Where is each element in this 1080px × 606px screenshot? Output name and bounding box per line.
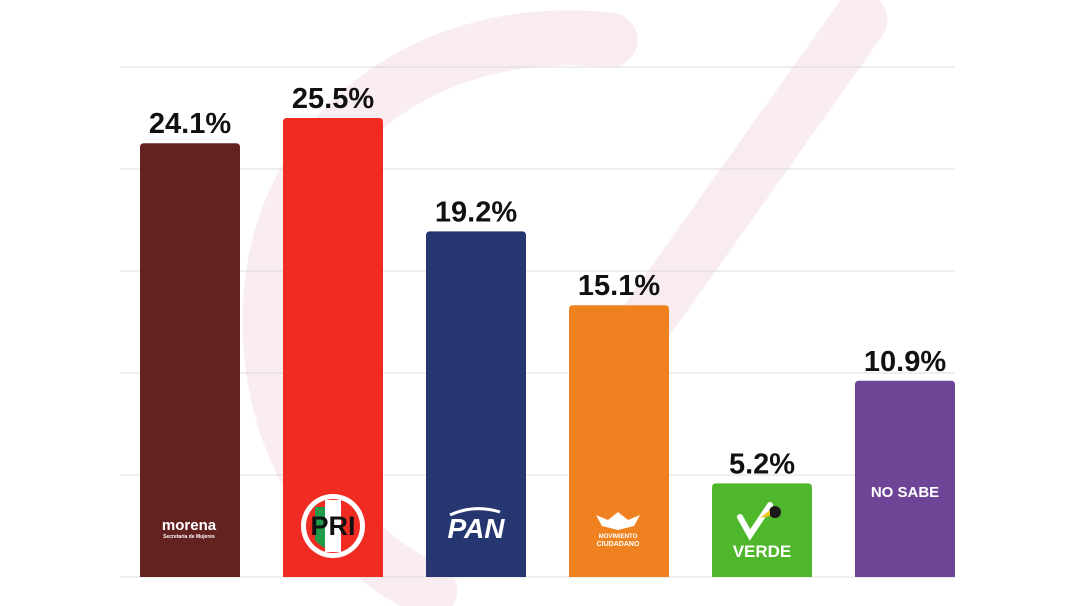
value-label-pri: 25.5% <box>292 83 374 115</box>
verde-logo: VERDE <box>733 502 792 561</box>
value-label-no-sabe: 10.9% <box>864 346 946 378</box>
pri-logo: PRI <box>301 494 365 558</box>
bar-no-sabe <box>855 380 955 577</box>
value-labels: 24.1% 25.5% 19.2% 15.1% 5.2% 10.9% <box>149 83 946 480</box>
pan-logo-text: PAN <box>447 513 505 544</box>
bar-verde <box>712 483 812 577</box>
no-sabe-text: NO SABE <box>871 484 939 501</box>
value-label-morena: 24.1% <box>149 108 231 140</box>
bars <box>140 118 955 577</box>
pan-logo: PAN <box>447 507 505 544</box>
morena-logo-text: morena <box>162 517 217 534</box>
no-sabe-label: NO SABE <box>871 484 939 501</box>
value-label-verde: 5.2% <box>729 448 795 480</box>
mc-logo-line2: CIUDADANO <box>597 541 640 548</box>
checkmark-icon <box>737 502 773 541</box>
bar-morena <box>140 143 240 577</box>
eagle-icon <box>596 512 640 530</box>
pri-logo-text: PRI <box>310 511 355 541</box>
toucan-icon <box>769 506 781 518</box>
morena-logo-subtitle: Secretaría de Mujeres <box>163 534 215 540</box>
bar-pan <box>426 231 526 577</box>
movimiento-ciudadano-logo: MOVIMIENTO CIUDADANO <box>596 512 640 548</box>
value-label-pan: 19.2% <box>435 196 517 228</box>
value-label-movimiento-ciudadano: 15.1% <box>578 270 660 302</box>
gridlines <box>120 66 955 578</box>
verde-logo-text: VERDE <box>733 542 792 561</box>
bar-movimiento-ciudadano <box>569 305 669 577</box>
morena-logo: morena Secretaría de Mujeres <box>162 517 217 540</box>
mc-logo-line1: MOVIMIENTO <box>599 534 638 540</box>
bar-pri <box>283 118 383 577</box>
